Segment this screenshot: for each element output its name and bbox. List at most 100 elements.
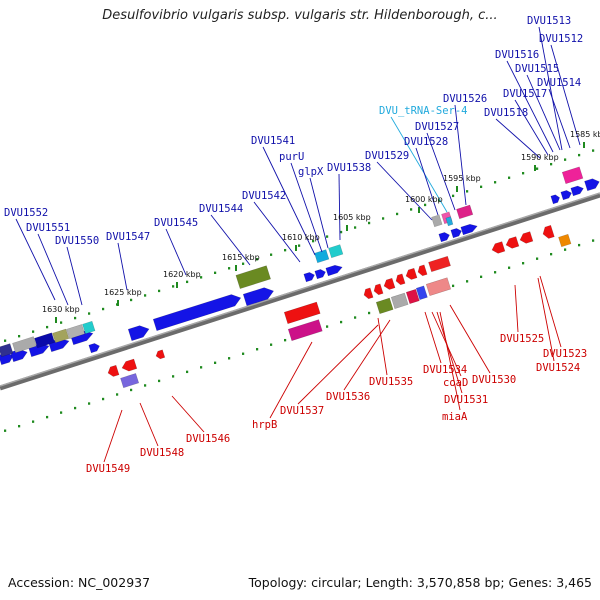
gene-box-reverse [428,255,451,273]
gene-reverse [121,358,138,372]
bottom-dot-tick [88,402,91,405]
gene-forward-shape [303,272,315,283]
gene-box-forward-shape [0,343,14,358]
gene-box-reverse-shape [425,277,452,297]
kbp-label: 1585 kbp [570,130,600,139]
gene-reverse [542,224,555,239]
gene-reverse [395,273,406,286]
bottom-dot-tick [550,252,553,256]
top-gene-label: DVU1538 [327,162,371,174]
bottom-dot-tick [130,388,133,392]
top-dot-tick [410,208,413,211]
gene-forward [438,232,450,243]
bottom-dot-tick [144,384,147,387]
bottom-leader-line [297,324,379,405]
gene-box-reverse-shape [415,285,428,301]
bottom-dot-tick [284,338,287,342]
top-dot-tick [382,217,385,220]
gene-box-reverse-shape [375,297,394,315]
top-dot-tick [564,158,567,161]
top-gene-label: DVU1544 [199,203,243,215]
top-gene-label: purU [279,151,304,163]
gene-box-forward [561,166,584,185]
bottom-leader-line [139,402,159,447]
gene-box-reverse [287,319,323,342]
bottom-dot-tick [480,275,483,278]
gene-box-forward [0,343,14,358]
gene-reverse [505,236,520,249]
gene-box-forward [52,328,70,344]
top-dot-tick [312,239,315,243]
gene-box-forward-shape [328,244,344,259]
gene-box-reverse [283,301,321,325]
bottom-dot-tick [326,325,329,328]
top-gene-label: DVU_tRNA-Ser-4 [379,105,468,117]
gene-reverse-shape [107,364,120,377]
bottom-dot-tick [536,257,539,260]
top-leader-line [253,201,301,263]
kbp-label: 1595 kbp [443,174,481,183]
gene-reverse-shape [363,287,374,300]
kbp-label: 1600 kbp [405,195,443,204]
top-dot-tick [46,325,49,329]
gene-reverse-shape [505,236,520,249]
bottom-dot-tick [116,393,119,396]
bottom-dot-tick [452,284,455,288]
top-leader-line [376,161,433,221]
top-leader-line [309,177,329,249]
bottom-leader-line [377,317,388,376]
gene-forward-shape [325,265,343,277]
topology-summary: Topology: circular; Length: 3,570,858 bp… [248,575,592,590]
top-gene-label: DVU1527 [415,121,459,133]
bottom-gene-label: DVU1537 [280,405,324,417]
backbone-line [0,192,600,391]
top-leader-line [66,246,83,306]
bottom-dot-tick [368,311,371,315]
bottom-leader-line [171,395,205,433]
top-dot-tick [424,203,427,207]
kbp-label: 1610 kbp [282,233,320,242]
bottom-dot-tick [32,420,35,423]
top-dot-tick [326,235,329,238]
top-leader-line [210,214,251,266]
gene-reverse [363,287,374,300]
top-gene-label: DVU1545 [154,217,198,229]
top-dot-tick [158,289,161,293]
top-dot-tick [340,230,343,234]
gene-box-forward [235,265,271,289]
top-gene-label: DVU1541 [251,135,295,147]
top-gene-label: DVU1547 [106,231,150,243]
gene-box-forward-shape [235,265,271,289]
top-dot-tick [522,172,525,175]
backbone-highlight [0,192,600,387]
gene-box-forward-shape [82,320,96,335]
gene-forward [570,185,584,197]
gene-box-forward [66,324,86,340]
bottom-dot-tick [256,348,259,351]
top-gene-label: DVU1528 [404,136,448,148]
top-dot-tick [368,221,371,225]
gene-forward-shape [460,224,478,236]
bottom-dot-tick [522,262,525,265]
top-leader-line [454,104,467,206]
top-gene-label: DVU1518 [484,107,528,119]
gene-forward [303,272,315,283]
gene-forward-shape [127,325,150,342]
bottom-dot-tick [214,361,217,365]
gene-forward-shape [570,185,584,197]
bottom-dot-tick [466,280,469,283]
bottom-dot-tick [172,375,175,378]
gene-box-forward [431,214,443,228]
gene-reverse [491,241,506,254]
bottom-dot-tick [508,266,511,269]
bottom-dot-tick [102,397,105,401]
top-gene-label: DVU1526 [443,93,487,105]
top-dot-tick [494,181,497,184]
accession-text: Accession: NC_002937 [8,575,151,590]
bottom-dot-tick [46,415,49,419]
gene-reverse [519,231,534,244]
gene-box-forward [82,320,96,335]
bottom-leader-line [449,304,491,374]
